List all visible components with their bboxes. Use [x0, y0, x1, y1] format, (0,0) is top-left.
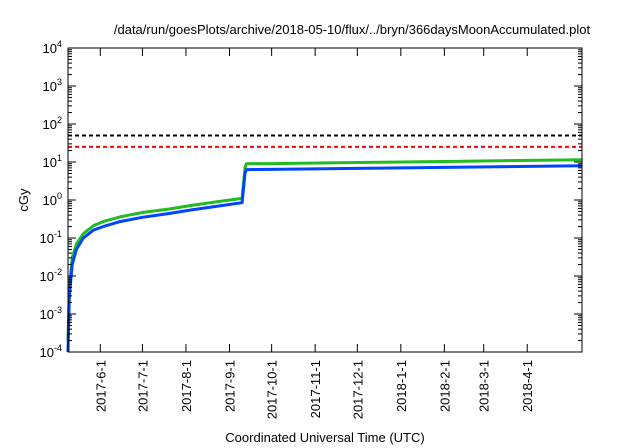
plot-frame — [67, 47, 583, 353]
x-tick-label: 2017-11-1 — [308, 360, 323, 418]
series-line-2 — [66, 164, 583, 353]
chart-title: /data/run/goesPlots/archive/2018-05-10/f… — [114, 22, 591, 37]
x-tick-label: 2018-4-1 — [520, 360, 535, 412]
x-tick-label: 2017-8-1 — [179, 360, 194, 412]
x-axis: 2017-6-1 2017-7-1 2017-8-1 2017-9-1 2017-10-… — [93, 48, 535, 419]
y-tick-label: 10-2 — [40, 267, 62, 284]
y-axis-label: cGy — [16, 188, 31, 212]
y-tick-label: 10-3 — [40, 305, 62, 322]
y-tick-label: 10-1 — [40, 229, 62, 246]
x-tick-label: 2017-9-1 — [223, 360, 238, 412]
y-tick-label: 102 — [43, 115, 62, 132]
x-tick-label: 2017-7-1 — [135, 360, 150, 412]
x-axis-label: Coordinated Universal Time (UTC) — [225, 430, 424, 445]
y-axis: 10-4 10-3 10-2 10-1 100 101 102 103 104 — [40, 39, 582, 360]
x-tick-label: 2018-2-1 — [437, 360, 452, 412]
y-tick-label: 10-4 — [40, 343, 62, 360]
y-tick-label: 101 — [43, 153, 62, 170]
x-tick-label: 2017-12-1 — [350, 360, 365, 419]
y-tick-label: 103 — [43, 77, 62, 94]
x-tick-label: 2018-1-1 — [394, 360, 409, 412]
x-tick-label: 2017-10-1 — [265, 360, 280, 419]
x-tick-label: 2017-6-1 — [93, 360, 108, 412]
y-tick-label: 100 — [43, 191, 62, 208]
series-group — [66, 158, 583, 353]
y-tick-label: 104 — [43, 39, 62, 56]
x-tick-label: 2018-3-1 — [477, 360, 492, 412]
series-line-1 — [66, 158, 583, 341]
reference-lines — [68, 134, 582, 148]
